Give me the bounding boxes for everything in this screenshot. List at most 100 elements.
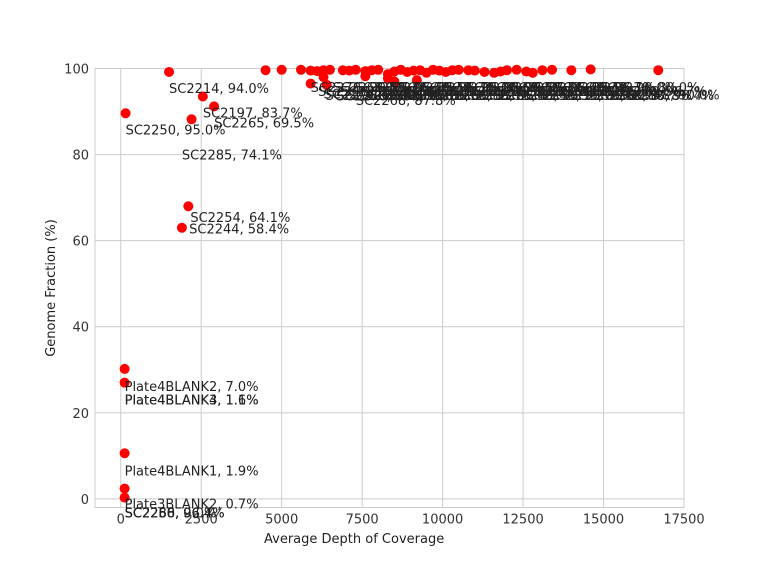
dense-annotation: SC2288, 96.4% xyxy=(355,81,455,96)
data-point xyxy=(260,65,271,76)
dense-annotation: SC2260, 96.7% xyxy=(399,81,499,96)
data-point xyxy=(197,91,208,102)
data-point xyxy=(186,114,197,125)
point-annotation: SC2288, 96.4% xyxy=(125,507,225,522)
data-point xyxy=(373,64,384,75)
dense-annotation: SC2270, 90.5% xyxy=(518,85,618,100)
dense-annotation: SC2288, 96.4% xyxy=(407,85,507,100)
dense-annotation: SC2260, 96.7% xyxy=(348,89,448,104)
dense-annotation: SC2248, 90.0% xyxy=(370,89,470,104)
dense-annotation: SC2248, 90.0% xyxy=(525,89,625,104)
data-point xyxy=(547,64,558,75)
dense-annotation: SC2260, 96.7% xyxy=(451,85,551,100)
x-tick-labels: 0 2500 5000 7500 10000 12500 15000 17500 xyxy=(117,513,705,528)
y-tick-label: 20 xyxy=(72,407,89,422)
point-annotation: SC2230, 80.0% xyxy=(365,89,465,104)
point-annotation: SC2244, 58.4% xyxy=(189,223,289,238)
dense-annotation: SC2276, 89.5% xyxy=(429,85,529,100)
data-point xyxy=(276,64,287,75)
data-point xyxy=(321,79,332,90)
dense-annotation: SC2268, 87.8% xyxy=(488,81,588,96)
dense-annotation: SC2276, 89.5% xyxy=(533,81,633,96)
point-annotation: Plate4BLANK1, 1.9% xyxy=(125,464,259,479)
data-point xyxy=(119,363,130,374)
data-points xyxy=(119,64,664,503)
point-annotation: SC2265, 69.5% xyxy=(214,116,314,131)
data-point xyxy=(119,377,130,388)
point-annotation: Plate3BLANK2, 0.7% xyxy=(125,498,259,513)
dense-annotation: SC2268, 87.8% xyxy=(540,85,640,100)
point-annotation: Plate4BLANK4, 1.6% xyxy=(125,394,259,409)
data-point xyxy=(411,75,422,86)
data-point xyxy=(653,65,664,76)
dense-annotation: SC2276, 89.5% xyxy=(481,89,581,104)
dense-annotation: SC2288, 96.4% xyxy=(562,85,662,100)
dense-annotation: SC2276, 89.5% xyxy=(325,89,425,104)
dense-annotation: SC2230, 80.0% xyxy=(392,89,492,104)
point-annotation: SC2285, 74.1% xyxy=(182,148,282,163)
dense-annotation: SC2288, 96.4% xyxy=(459,89,559,104)
point-annotation: SC2214, 94.0% xyxy=(169,82,269,97)
dense-annotation: SC2230, 80.0% xyxy=(599,81,699,96)
data-point xyxy=(183,201,194,212)
x-tick-label: 12500 xyxy=(502,513,543,528)
dense-annotation: SC2268, 87.8% xyxy=(385,85,485,100)
data-point xyxy=(389,76,400,87)
dense-overlap-labels: SC2270, 90.5%SC2248, 90.0%SC2276, 89.5%S… xyxy=(311,81,714,104)
x-tick-label: 5000 xyxy=(265,513,298,528)
data-point xyxy=(479,66,490,77)
point-annotation: SC2270, 90.5% xyxy=(324,87,424,102)
x-tick-label: 7500 xyxy=(346,513,379,528)
point-annotations: SC2250, 95.0%SC2214, 94.0%SC2197, 83.7%S… xyxy=(125,82,720,522)
dense-annotation: SC2260, 96.7% xyxy=(503,89,603,104)
dense-annotation: SC2276, 89.5% xyxy=(585,85,685,100)
dense-annotation: SC2288, 96.4% xyxy=(614,89,714,104)
data-point xyxy=(566,65,577,76)
dense-annotation: SC2260, 96.7% xyxy=(555,81,655,96)
data-point xyxy=(585,64,596,75)
dense-annotation: SC2276, 89.5% xyxy=(377,81,477,96)
dense-annotation: SC2270, 90.5% xyxy=(311,81,411,96)
dense-annotation: SC2248, 90.0% xyxy=(474,85,574,100)
dense-annotation: SC2270, 90.5% xyxy=(414,89,514,104)
y-tick-label: 0 xyxy=(81,493,89,508)
data-point xyxy=(501,65,512,76)
data-point xyxy=(324,64,335,75)
data-point xyxy=(119,448,130,459)
data-point xyxy=(164,66,175,77)
dense-annotation: SC2230, 80.0% xyxy=(496,85,596,100)
data-point xyxy=(120,108,131,119)
data-point xyxy=(350,64,361,75)
point-annotation: SC2268, 87.8% xyxy=(356,94,456,109)
dense-annotation: SC2268, 87.8% xyxy=(436,89,536,104)
point-annotation: SC2276, 89.5% xyxy=(336,89,436,104)
data-point xyxy=(295,64,306,75)
dense-annotation: SC2270, 90.5% xyxy=(570,89,670,104)
y-tick-label: 100 xyxy=(64,63,89,78)
dense-annotation: SC2260, 96.7% xyxy=(607,85,707,100)
data-point xyxy=(119,492,130,503)
point-annotation: SC2254, 64.1% xyxy=(190,211,290,226)
dense-annotation: SC2248, 90.0% xyxy=(422,81,522,96)
y-tick-label: 60 xyxy=(72,235,89,250)
data-point xyxy=(469,65,480,76)
x-tick-label: 10000 xyxy=(422,513,463,528)
point-annotation: SC2250, 95.0% xyxy=(126,123,226,138)
dense-annotation: SC2268, 87.8% xyxy=(333,81,433,96)
data-point xyxy=(119,483,130,494)
data-point xyxy=(527,67,538,78)
data-point xyxy=(318,72,329,83)
x-tick-label: 0 xyxy=(117,513,125,528)
x-tick-label: 2500 xyxy=(185,513,218,528)
dense-annotation: SC2288, 96.4% xyxy=(511,81,611,96)
point-annotation: SC2197, 83.7% xyxy=(203,106,303,121)
data-point xyxy=(360,71,371,82)
dense-annotation: SC2270, 90.5% xyxy=(466,81,566,96)
point-annotation: Plate4BLANK3, 1.1% xyxy=(125,394,259,409)
x-tick-label: 17500 xyxy=(663,513,704,528)
y-axis-title: Genome Fraction (%) xyxy=(44,219,59,357)
dense-annotation: SC2230, 80.0% xyxy=(444,81,544,96)
dense-annotation: SC2248, 90.0% xyxy=(577,81,677,96)
y-tick-labels: 0 20 40 60 80 100 xyxy=(64,63,89,508)
data-point xyxy=(176,222,187,233)
